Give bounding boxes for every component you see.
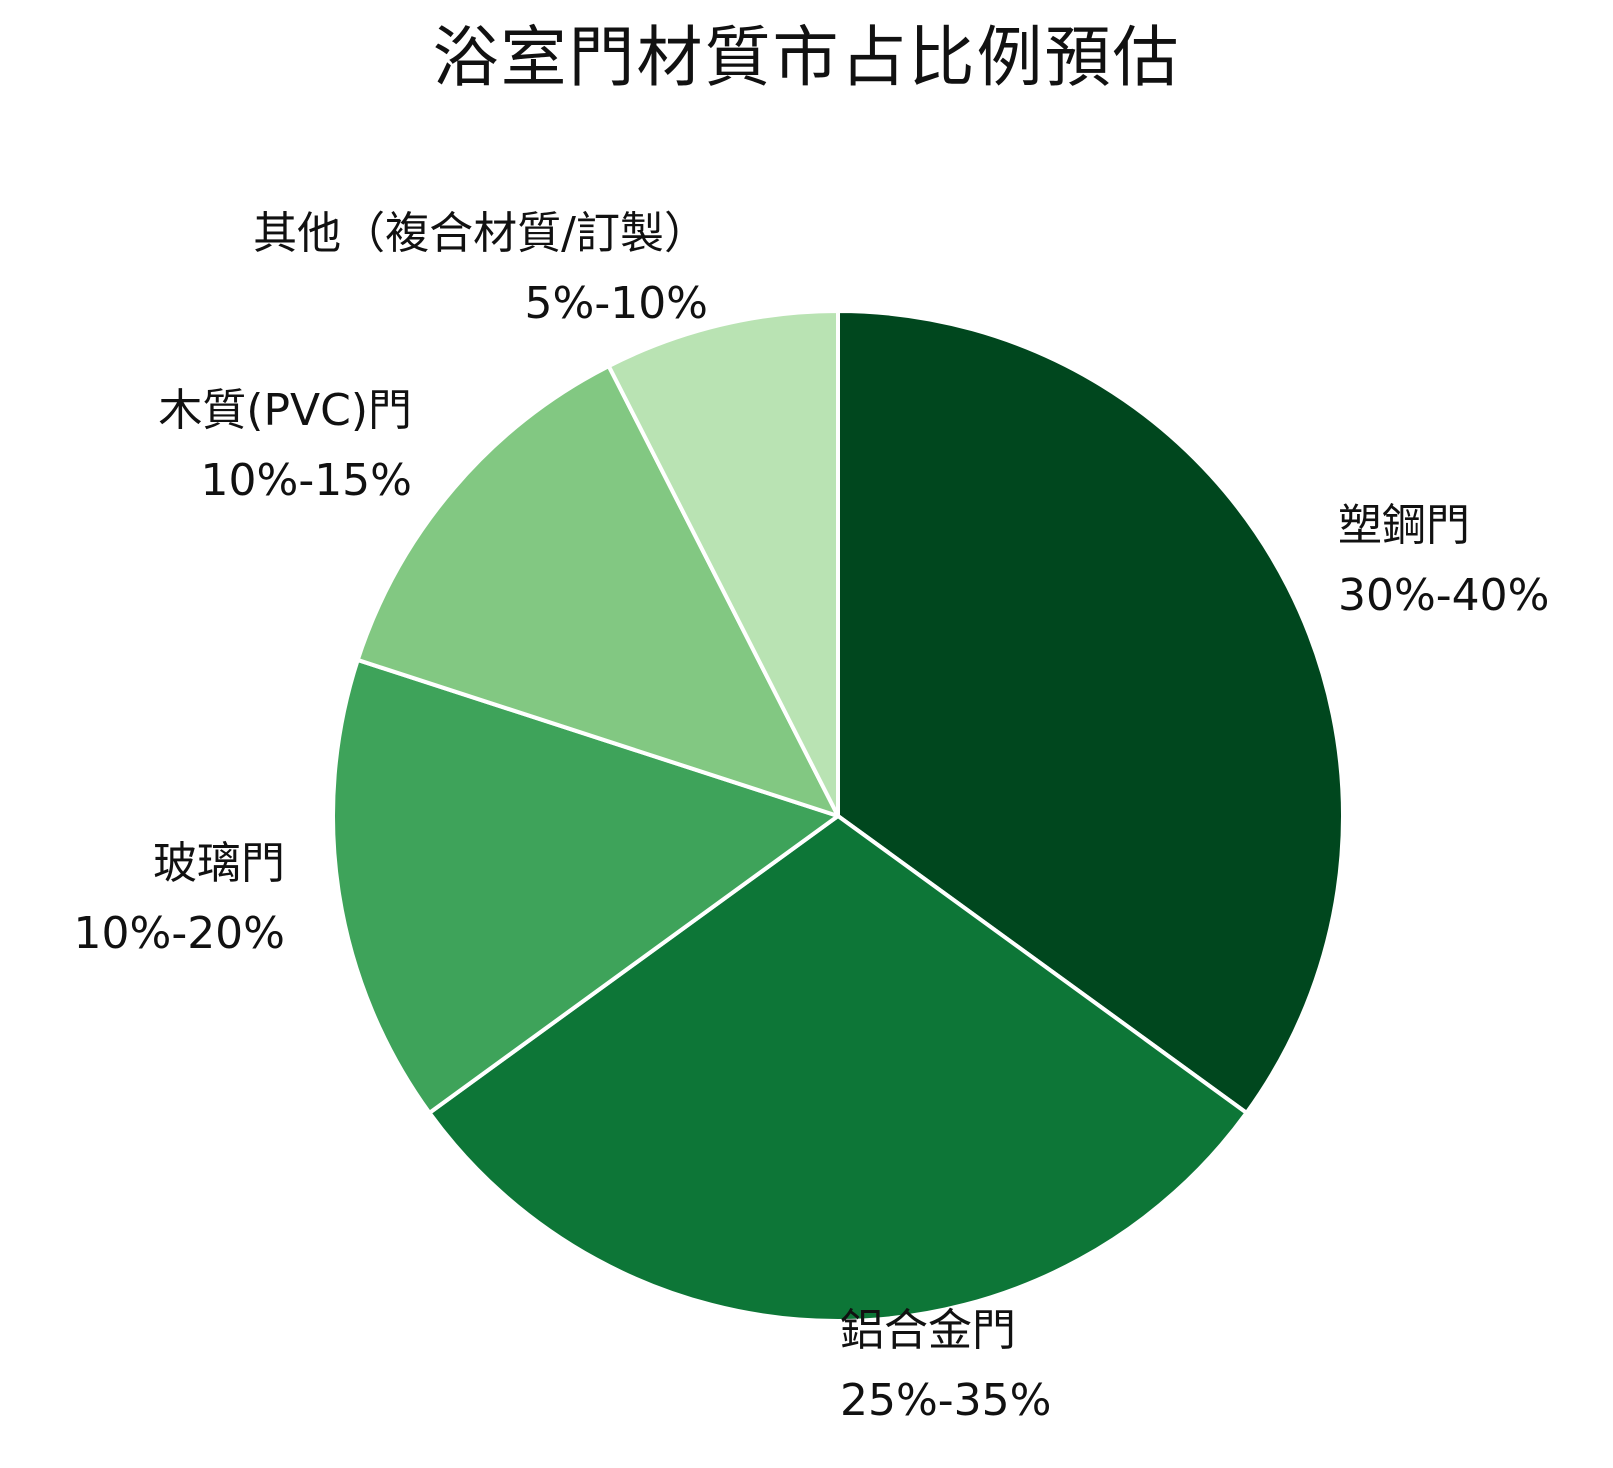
pie-slice-3 [355,364,840,818]
chart-title: 浴室門材質市占比例預估 [432,19,1181,96]
slice-label-range-1: 25%-35% [840,1375,1051,1426]
pie-slice-0 [836,309,1345,1115]
slice-label-name-1: 鋁合金門 [840,1305,1016,1356]
slice-label-name-0: 塑鋼門 [1338,500,1470,551]
slice-label-range-4: 5%-10% [525,278,708,329]
pie-slice-1 [427,814,1249,1323]
slice-label-name-4: 其他（複合材質/訂製） [253,208,708,259]
slice-label-name-3: 木質(PVC)門 [158,385,412,436]
pie-slice-2 [331,657,840,1115]
pie-slice-4 [606,309,840,818]
slice-label-range-0: 30%-40% [1338,570,1549,621]
pie-slices [331,309,1345,1323]
slice-label-range-2: 10%-20% [74,908,285,959]
slice-label-range-3: 10%-15% [201,455,412,506]
pie-labels: 塑鋼門 30%-40% 鋁合金門 25%-35% 玻璃門 10%-20% 木質(PVC)門 1… [74,208,1550,1426]
slice-label-name-2: 玻璃門 [153,838,285,889]
